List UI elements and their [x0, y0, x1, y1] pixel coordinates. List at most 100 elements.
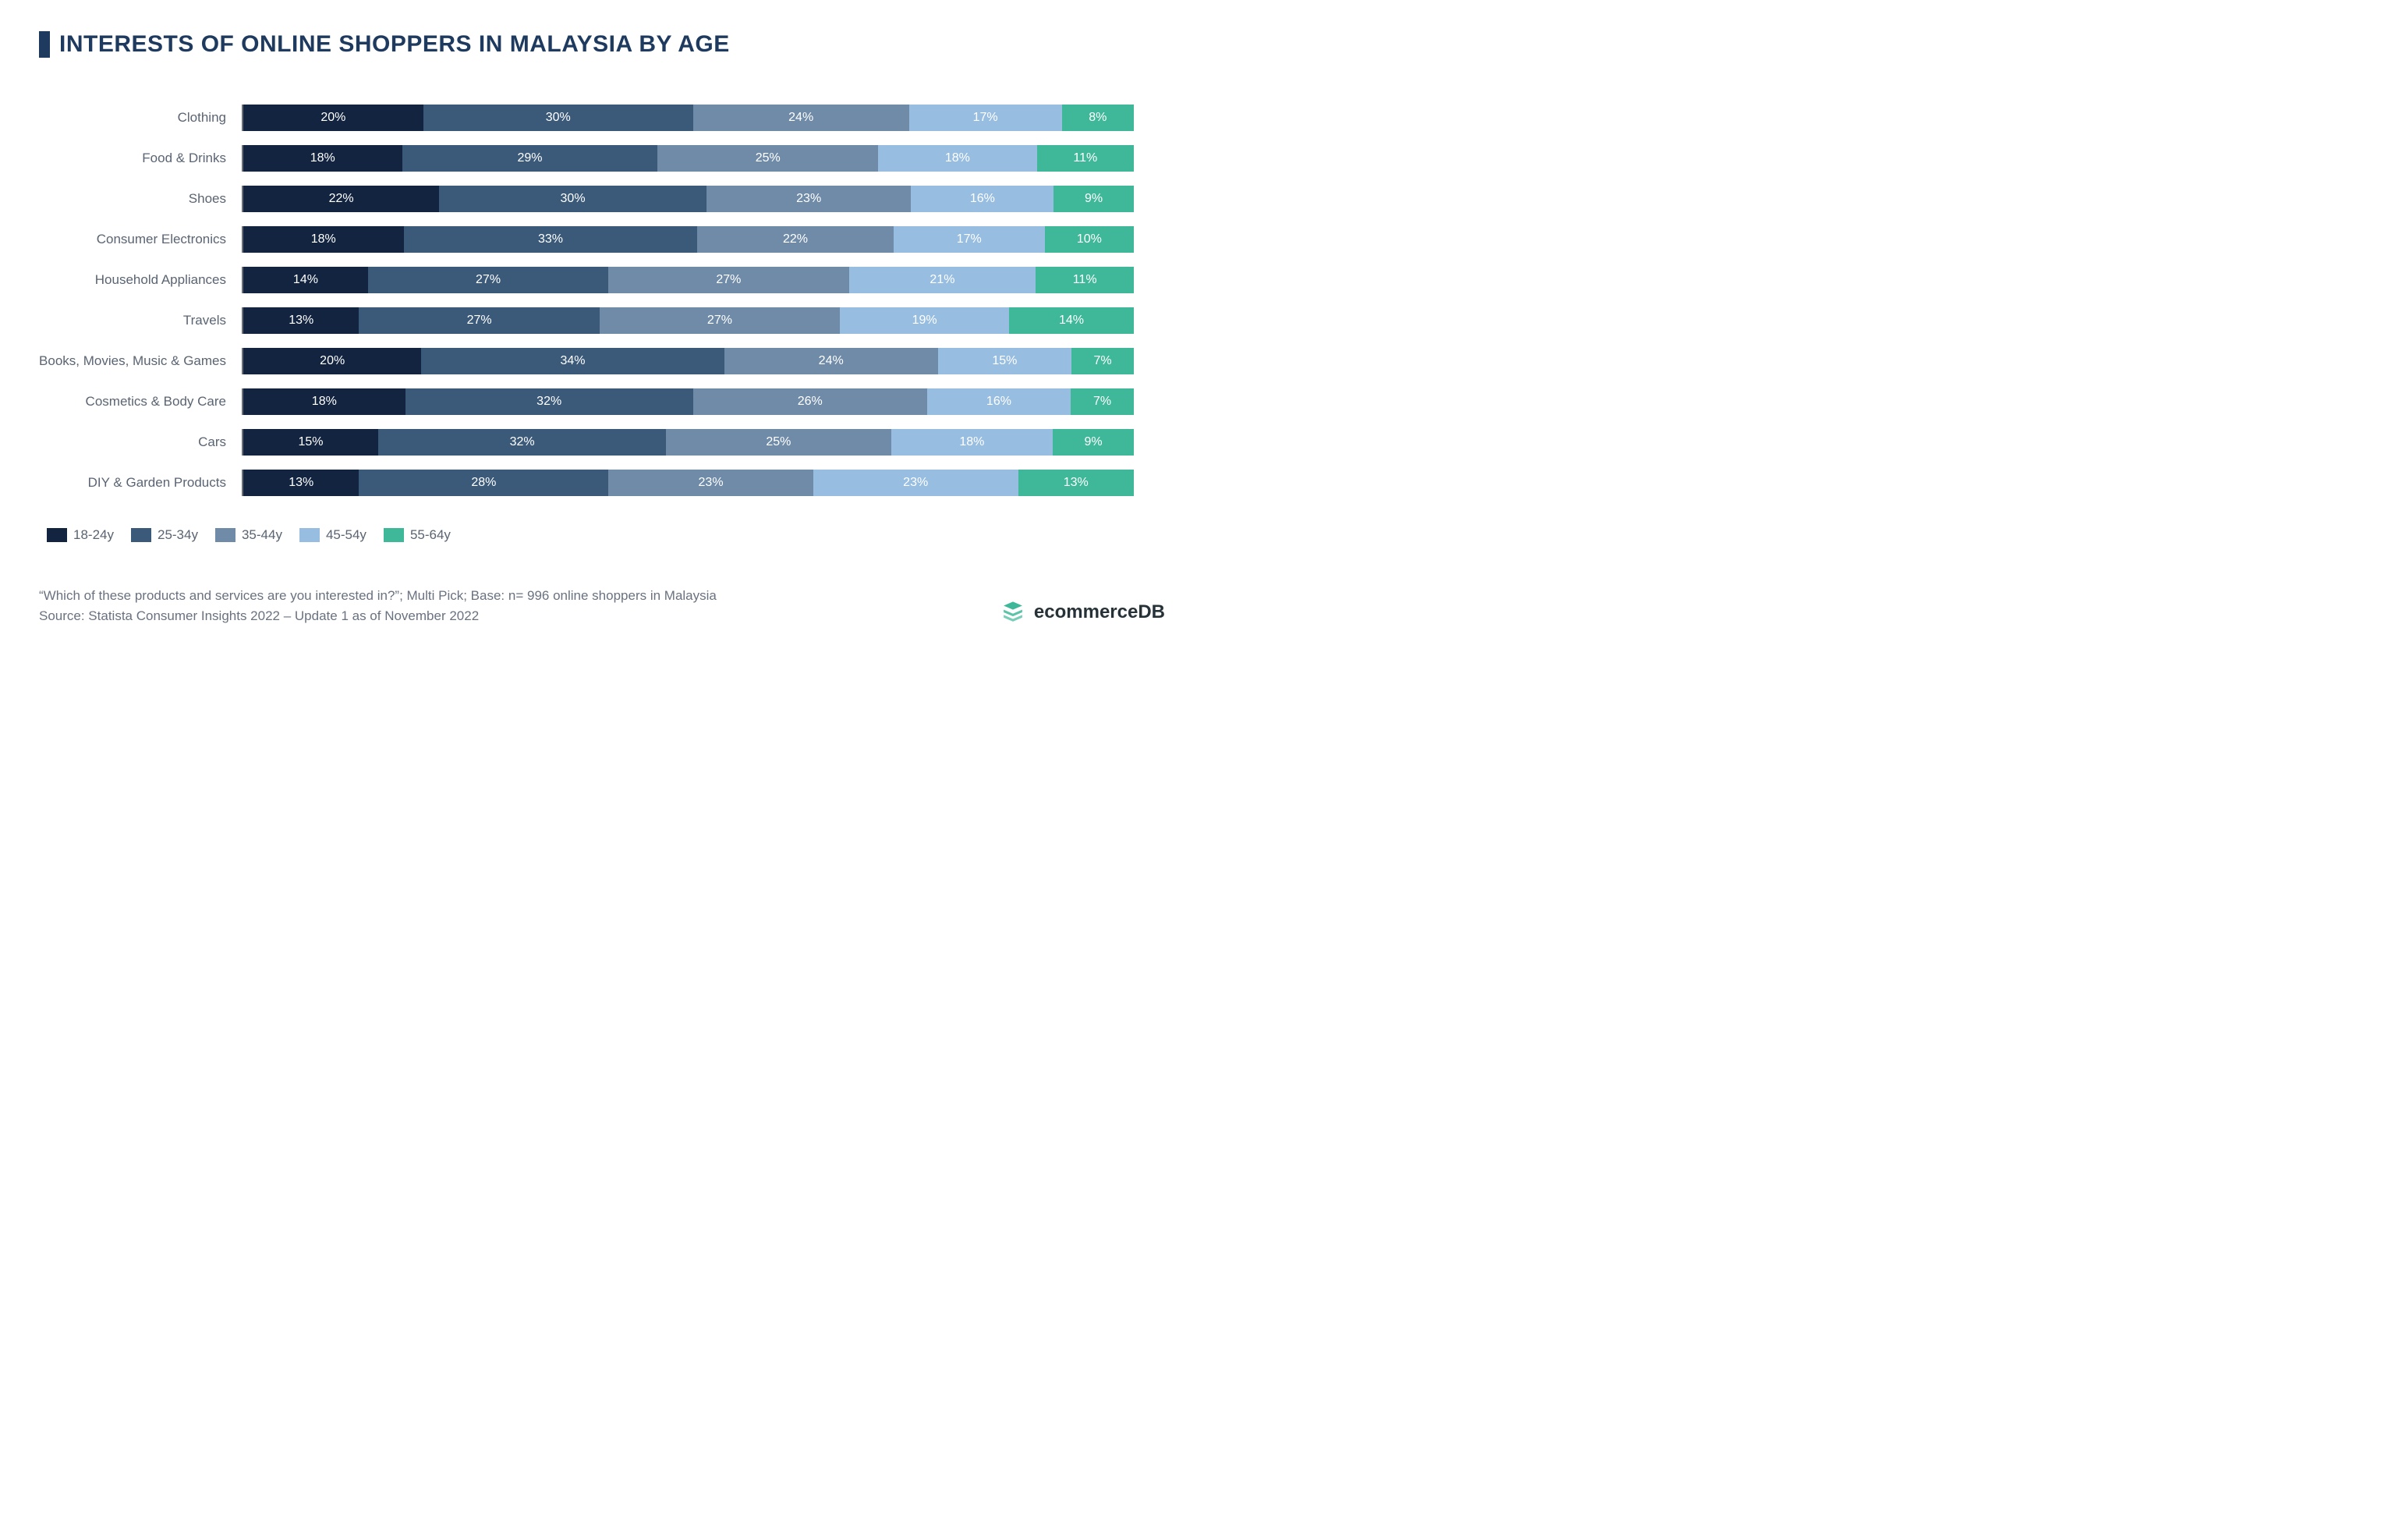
bar-segment: 19%	[840, 307, 1009, 334]
chart-row: Travels13%27%27%19%14%	[242, 307, 1134, 334]
chart-row: Cosmetics & Body Care18%32%26%16%7%	[242, 388, 1134, 415]
legend-item: 25-34y	[131, 527, 198, 543]
chart-row: Food & Drinks18%29%25%18%11%	[242, 145, 1134, 172]
bar-segment: 14%	[1009, 307, 1134, 334]
bar-segment: 27%	[608, 267, 848, 293]
bar-track: 18%32%26%16%7%	[242, 388, 1134, 415]
category-label: Clothing	[39, 110, 234, 126]
bar-segment: 15%	[243, 429, 378, 456]
bar-segment: 7%	[1071, 348, 1134, 374]
legend-label: 18-24y	[73, 527, 114, 543]
chart-row: Clothing20%30%24%17%8%	[242, 105, 1134, 131]
chart-row: Shoes22%30%23%16%9%	[242, 186, 1134, 212]
bar-segment: 18%	[243, 145, 402, 172]
bar-segment: 14%	[243, 267, 368, 293]
chart-row: Cars15%32%25%18%9%	[242, 429, 1134, 456]
bar-segment: 18%	[243, 388, 405, 415]
bar-segment: 27%	[359, 307, 599, 334]
bar-segment: 16%	[927, 388, 1071, 415]
footnotes: “Which of these products and services ar…	[39, 586, 717, 626]
bar-track: 13%27%27%19%14%	[242, 307, 1134, 334]
bar-track: 20%30%24%17%8%	[242, 105, 1134, 131]
category-label: Travels	[39, 313, 234, 328]
bar-segment: 13%	[243, 307, 359, 334]
category-label: Shoes	[39, 191, 234, 207]
bar-segment: 18%	[243, 226, 404, 253]
bar-track: 22%30%23%16%9%	[242, 186, 1134, 212]
legend-label: 45-54y	[326, 527, 367, 543]
bar-track: 18%33%22%17%10%	[242, 226, 1134, 253]
legend-swatch	[131, 528, 151, 542]
bar-segment: 24%	[724, 348, 938, 374]
legend-item: 45-54y	[299, 527, 367, 543]
category-label: Books, Movies, Music & Games	[39, 353, 234, 369]
bar-segment: 20%	[243, 348, 421, 374]
legend-item: 55-64y	[384, 527, 451, 543]
bar-segment: 25%	[657, 145, 878, 172]
bar-segment: 33%	[404, 226, 698, 253]
legend-swatch	[215, 528, 235, 542]
bar-segment: 27%	[368, 267, 608, 293]
bar-segment: 22%	[243, 186, 439, 212]
category-label: Household Appliances	[39, 272, 234, 288]
brand: ecommerceDB	[1000, 599, 1165, 626]
footnote-line-2: Source: Statista Consumer Insights 2022 …	[39, 606, 717, 626]
chart-area: Clothing20%30%24%17%8% Food & Drinks18%29…	[242, 105, 1134, 496]
bar-segment: 23%	[706, 186, 912, 212]
bar-track: 15%32%25%18%9%	[242, 429, 1134, 456]
bar-segment: 27%	[600, 307, 840, 334]
chart-row: Consumer Electronics18%33%22%17%10%	[242, 226, 1134, 253]
brand-name: ecommerceDB	[1034, 601, 1165, 623]
legend-swatch	[384, 528, 404, 542]
bar-track: 18%29%25%18%11%	[242, 145, 1134, 172]
title-row: INTERESTS OF ONLINE SHOPPERS IN MALAYSIA…	[39, 31, 1165, 58]
category-label: Cars	[39, 434, 234, 450]
bar-segment: 32%	[405, 388, 693, 415]
bar-segment: 23%	[813, 470, 1018, 496]
legend: 18-24y 25-34y 35-44y 45-54y 55-64y	[47, 527, 1165, 543]
bar-segment: 11%	[1037, 145, 1134, 172]
title-accent-bar	[39, 31, 50, 58]
bar-segment: 15%	[938, 348, 1071, 374]
legend-item: 35-44y	[215, 527, 282, 543]
bar-segment: 18%	[878, 145, 1037, 172]
bar-segment: 13%	[1018, 470, 1134, 496]
bar-segment: 18%	[891, 429, 1054, 456]
chart-row: Household Appliances14%27%27%21%11%	[242, 267, 1134, 293]
bar-segment: 8%	[1062, 105, 1134, 131]
bar-segment: 17%	[894, 226, 1045, 253]
bar-segment: 9%	[1054, 186, 1134, 212]
category-label: DIY & Garden Products	[39, 475, 234, 491]
bar-segment: 32%	[378, 429, 666, 456]
bar-track: 20%34%24%15%7%	[242, 348, 1134, 374]
bar-track: 13%28%23%23%13%	[242, 470, 1134, 496]
bar-track: 14%27%27%21%11%	[242, 267, 1134, 293]
bar-segment: 16%	[911, 186, 1054, 212]
bar-segment: 25%	[666, 429, 891, 456]
bar-segment: 9%	[1053, 429, 1134, 456]
bar-segment: 11%	[1036, 267, 1134, 293]
bar-segment: 7%	[1071, 388, 1134, 415]
bar-segment: 22%	[697, 226, 893, 253]
bar-segment: 20%	[243, 105, 423, 131]
bar-segment: 21%	[849, 267, 1036, 293]
legend-label: 35-44y	[242, 527, 282, 543]
bar-segment: 13%	[243, 470, 359, 496]
bar-segment: 17%	[909, 105, 1062, 131]
legend-label: 55-64y	[410, 527, 451, 543]
chart-title: INTERESTS OF ONLINE SHOPPERS IN MALAYSIA…	[59, 31, 730, 58]
bar-segment: 10%	[1045, 226, 1134, 253]
brand-logo-icon	[1000, 599, 1026, 626]
footer: “Which of these products and services ar…	[39, 586, 1165, 626]
category-label: Food & Drinks	[39, 151, 234, 166]
chart-row: Books, Movies, Music & Games20%34%24%15%…	[242, 348, 1134, 374]
category-label: Cosmetics & Body Care	[39, 394, 234, 410]
bar-segment: 28%	[359, 470, 608, 496]
bar-segment: 30%	[423, 105, 693, 131]
legend-item: 18-24y	[47, 527, 114, 543]
bar-segment: 30%	[439, 186, 706, 212]
bar-segment: 29%	[402, 145, 658, 172]
bar-segment: 26%	[693, 388, 927, 415]
bar-segment: 23%	[608, 470, 813, 496]
footnote-line-1: “Which of these products and services ar…	[39, 586, 717, 606]
